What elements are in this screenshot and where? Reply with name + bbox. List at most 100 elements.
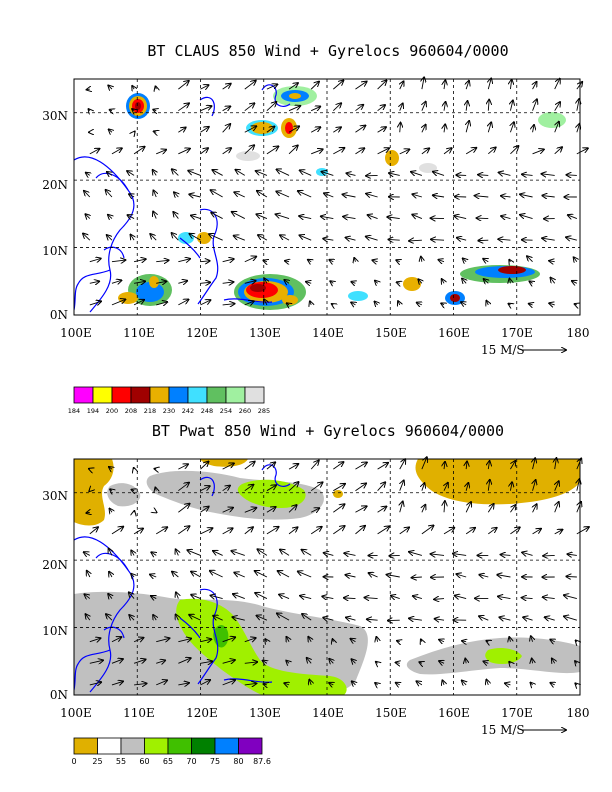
wind-arrow xyxy=(444,462,445,470)
wind-arrow xyxy=(200,300,211,306)
wind-arrow xyxy=(531,636,533,641)
wind-arrow xyxy=(488,528,496,535)
wind-arrow xyxy=(412,577,422,578)
wind-arrow xyxy=(279,595,290,599)
wind-arrow xyxy=(439,661,444,663)
wind-arrow xyxy=(499,617,511,620)
wind-arrow xyxy=(288,145,298,155)
wind-arrow xyxy=(300,170,312,176)
wind-arrow xyxy=(89,281,99,283)
wind-arrow xyxy=(191,572,201,578)
wind-arrow xyxy=(132,109,134,111)
wind-arrow xyxy=(288,464,298,470)
wind-arrow xyxy=(213,551,223,556)
x-label: 170E xyxy=(501,706,533,720)
wind-arrow xyxy=(412,194,423,197)
wind-arrow xyxy=(213,616,223,620)
wind-arrow xyxy=(387,217,400,219)
wind-arrow xyxy=(189,194,201,197)
wind-arrow xyxy=(87,89,90,90)
wind-vectors xyxy=(84,457,589,685)
wind-arrow xyxy=(479,616,489,620)
wind-arrow xyxy=(466,121,469,133)
colorbar-swatch xyxy=(168,386,189,404)
wind-arrow xyxy=(462,681,466,685)
wind-arrow xyxy=(288,83,298,90)
wind-arrow xyxy=(156,260,168,261)
wind-arrow xyxy=(333,526,344,535)
wind-arrow xyxy=(416,681,421,685)
colorbar-swatch xyxy=(167,737,192,755)
wind-arrow xyxy=(153,110,156,111)
wind-arrow xyxy=(399,527,409,535)
wind-arrow xyxy=(509,260,510,262)
wind-arrow xyxy=(411,172,423,176)
wind-arrow xyxy=(288,126,299,133)
wind-arrow xyxy=(422,505,425,513)
panel-title: BT Pwat 850 Wind + Gyrelocs 960604/0000 xyxy=(152,422,504,440)
wind-arrow xyxy=(151,552,156,555)
colorbar-swatch xyxy=(130,386,151,404)
colorbar-swatch xyxy=(92,386,113,404)
wind-arrow xyxy=(465,502,471,513)
wind-arrow xyxy=(266,507,276,513)
wind-arrow xyxy=(266,485,276,492)
wind-arrow xyxy=(419,662,421,663)
wind-arrow xyxy=(298,571,312,578)
wind-arrow xyxy=(298,191,312,198)
wind-arrow xyxy=(111,527,123,535)
wind-arrow xyxy=(400,103,403,111)
wind-arrow xyxy=(398,301,400,305)
wind-arrow xyxy=(509,304,511,305)
wind-arrow xyxy=(554,79,560,90)
colorbar-label: 87.6 xyxy=(253,757,271,766)
wind-arrow xyxy=(153,615,156,620)
wind-arrow xyxy=(302,614,312,621)
wind-arrow xyxy=(106,190,113,198)
wind-arrow xyxy=(324,193,334,197)
wind-arrow xyxy=(132,490,135,491)
wind-arrow xyxy=(285,261,289,262)
x-label: 160E xyxy=(438,326,470,340)
wind-arrow xyxy=(346,173,356,175)
wind-arrow xyxy=(421,525,434,535)
wind-arrow xyxy=(244,683,257,684)
wind-arrow xyxy=(310,461,319,470)
wind-arrow xyxy=(400,502,403,513)
y-label: 30N xyxy=(42,489,68,503)
wind-arrow xyxy=(466,101,467,111)
wind-arrow xyxy=(89,301,101,304)
wind-arrow xyxy=(498,596,511,598)
wind-arrow xyxy=(155,488,156,491)
wind-arrow xyxy=(399,149,410,155)
wind-arrow xyxy=(132,86,134,89)
wind-arrow xyxy=(263,684,266,685)
colorbar-label: 80 xyxy=(233,757,243,766)
wind-arrow xyxy=(284,683,289,685)
wind-arrow xyxy=(89,638,101,642)
wind-arrow xyxy=(355,126,365,133)
wind-arrow xyxy=(343,217,356,219)
wind-arrow xyxy=(178,464,188,470)
wind-arrow xyxy=(211,595,223,598)
wind-arrow xyxy=(244,301,254,305)
wind-arrow xyxy=(333,484,345,492)
wind-arrow xyxy=(109,467,112,469)
y-label: 0N xyxy=(50,308,68,322)
wind-arrow xyxy=(510,482,512,491)
wind-arrow xyxy=(377,526,390,535)
wind-arrow xyxy=(412,215,423,219)
wind-arrow xyxy=(277,613,290,621)
x-label: 100E xyxy=(60,706,92,720)
wind-arrow xyxy=(111,299,125,306)
x-label: 180 xyxy=(567,706,590,720)
wind-arrow xyxy=(465,659,466,664)
wind-arrow xyxy=(309,680,311,685)
wind-arrow xyxy=(377,148,389,155)
wind-arrow xyxy=(200,148,209,155)
wind-arrow xyxy=(231,551,245,556)
wind-arrow xyxy=(286,637,289,642)
wind-arrow xyxy=(277,169,290,176)
wind-arrow xyxy=(443,148,452,155)
